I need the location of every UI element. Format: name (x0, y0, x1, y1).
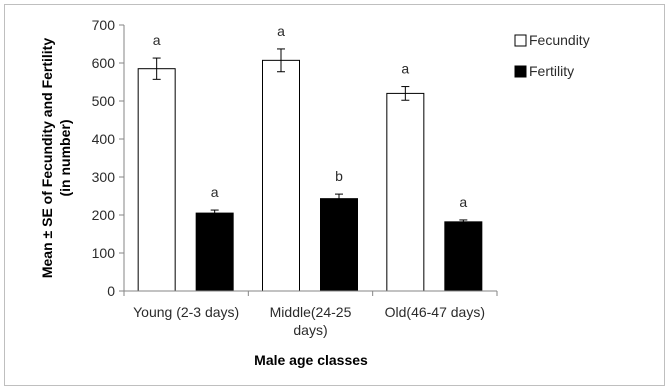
bars (137, 59, 483, 292)
legend-label-fecundity: Fecundity (529, 32, 590, 48)
axes (123, 25, 497, 292)
y-axis-title-text: Mean ± SE of Fecundity and Fertility (in … (39, 38, 73, 278)
x-tick-label: Middle(24-25 days) (270, 304, 352, 338)
significance-letter: a (401, 61, 409, 77)
error-bar-fecundity (277, 48, 285, 73)
y-tick-label: 0 (107, 283, 115, 299)
bar-fertility (195, 212, 234, 292)
bar-fecundity (262, 59, 300, 292)
significance-letter: a (459, 194, 467, 210)
significance-letters: a a a a b a (153, 23, 468, 210)
y-tick-label: 400 (92, 131, 116, 147)
significance-letter: b (335, 168, 343, 184)
error-bar-fertility (335, 193, 343, 204)
significance-letter: a (211, 184, 219, 200)
chart-frame: 0 100 200 300 400 500 600 700 a a a a b a Young (2-3… (4, 4, 665, 386)
y-tick-label: 700 (92, 17, 116, 33)
error-bars (152, 48, 468, 225)
legend-label-fertility: Fertility (529, 63, 574, 79)
y-tick-label: 300 (92, 169, 116, 185)
bar-fecundity (137, 68, 176, 292)
y-tick-label: 100 (92, 245, 116, 261)
error-bar-fecundity (152, 57, 161, 80)
error-bar-fertility (459, 219, 468, 225)
x-axis-title: Male age classes (254, 352, 368, 368)
bar-chart: 0 100 200 300 400 500 600 700 a a a a b a Young (2-3… (39, 17, 590, 368)
bar-fecundity (386, 92, 425, 292)
legend: Fecundity Fertility (514, 32, 590, 79)
x-tick-label: Old(46-47 days) (385, 304, 485, 320)
bar-fertility (444, 221, 483, 292)
y-axis-title: Mean ± SE of Fecundity and Fertility (in … (39, 38, 73, 278)
legend-swatch-fertility (514, 65, 527, 78)
error-bar-fertility (210, 209, 219, 217)
x-axis-ticks: Young (2-3 days) Middle(24-25 days) Old(46-… (123, 291, 498, 338)
legend-swatch-fecundity (514, 34, 527, 47)
x-tick-label: Young (2-3 days) (133, 304, 239, 320)
error-bar-fecundity (401, 86, 410, 101)
y-tick-label: 500 (92, 93, 116, 109)
significance-letter: a (277, 23, 285, 39)
bar-fertility (320, 198, 358, 292)
y-axis-ticks: 0 100 200 300 400 500 600 700 (92, 17, 124, 299)
y-tick-label: 600 (92, 55, 116, 71)
y-tick-label: 200 (92, 207, 116, 223)
significance-letter: a (153, 32, 161, 48)
